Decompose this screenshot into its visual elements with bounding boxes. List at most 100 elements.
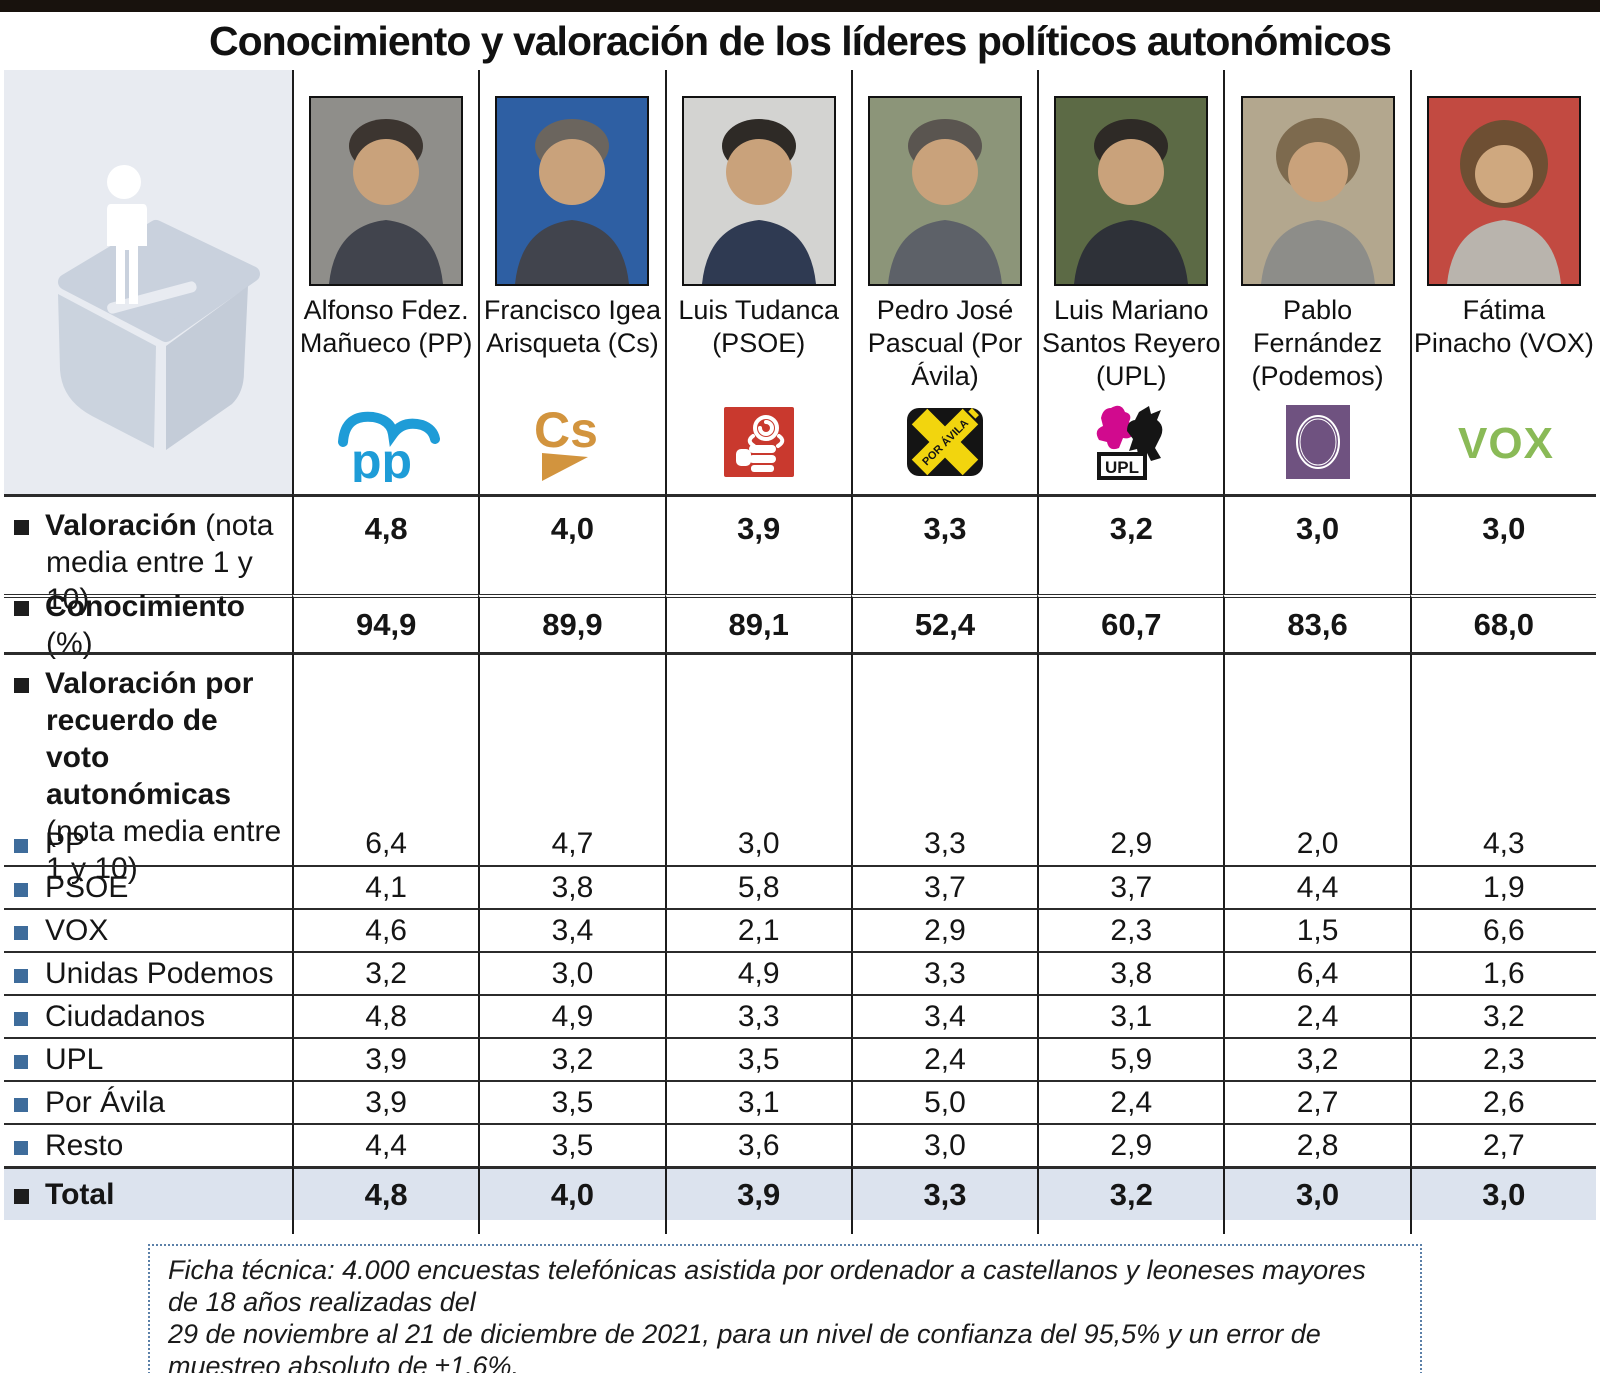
por-avila-row-value: 3,5 xyxy=(478,1080,665,1123)
resto-row-value: 2,7 xyxy=(1409,1123,1596,1166)
valoracion-value: 3,0 xyxy=(1409,494,1596,594)
resto-row-value: 3,0 xyxy=(850,1123,1038,1166)
cs-logo-icon: Cs xyxy=(526,400,618,484)
vox-row-value: 3,4 xyxy=(478,908,665,951)
leader-name: Pedro José Pascual (Por Ávila) xyxy=(867,295,1023,391)
unidas-podemos-row-value: 3,2 xyxy=(292,951,479,994)
resto-row-value: 4,4 xyxy=(292,1123,479,1166)
stub-cell xyxy=(1223,1220,1409,1234)
por-avila-row-value: 5,0 xyxy=(850,1080,1038,1123)
vox-row-value: 2,1 xyxy=(664,908,851,951)
upl-logo-icon: UPL xyxy=(1081,400,1181,484)
leader-photo xyxy=(1426,96,1581,286)
row-label-upl: UPL xyxy=(4,1037,292,1080)
vox-row-value: 4,6 xyxy=(292,908,479,951)
pp-row-value: 2,0 xyxy=(1223,822,1409,865)
vox-row-value: 6,6 xyxy=(1409,908,1596,951)
valoracion-value: 3,2 xyxy=(1037,494,1224,594)
blue-bullet-icon xyxy=(14,1055,28,1069)
stub-cell xyxy=(850,1220,1037,1234)
row-label-conocimiento: Conocimiento (%) xyxy=(4,590,292,660)
por-avila-row-value: 2,4 xyxy=(1037,1080,1224,1123)
leader-column-santos: Luis Mariano Santos Reyero (UPL) UPL xyxy=(1037,70,1223,494)
row-label-valoracion: Valoración (nota media entre 1 y 10) xyxy=(4,494,292,616)
psoe-row-value: 5,8 xyxy=(664,865,851,908)
conocimiento-value: 83,6 xyxy=(1223,594,1410,652)
unidas-podemos-row-value: 4,9 xyxy=(664,951,851,994)
ciudadanos-row-value: 3,2 xyxy=(1409,994,1596,1037)
stub-cell xyxy=(292,1220,478,1234)
empty-cell xyxy=(850,652,1038,822)
row-label-psoe: PSOE xyxy=(4,865,292,908)
poravila-logo-icon: POR ÁVILA xyxy=(905,400,985,484)
black-bullet-icon xyxy=(14,678,29,693)
conocimiento-value: 94,9 xyxy=(292,594,479,652)
resto-row-value: 3,6 xyxy=(664,1123,851,1166)
ficha-line-1: Ficha técnica: 4.000 encuestas telefónic… xyxy=(168,1255,1366,1317)
pp-logo-icon: pp xyxy=(327,400,445,484)
leader-column-tudanca: Luis Tudanca (PSOE) xyxy=(664,70,851,494)
empty-cell xyxy=(1409,652,1596,822)
ciudadanos-row-value: 4,9 xyxy=(478,994,665,1037)
unidas-podemos-row-value: 1,6 xyxy=(1409,951,1596,994)
unidas-podemos-row-value: 3,0 xyxy=(478,951,665,994)
conocimiento-value: 89,1 xyxy=(664,594,851,652)
leader-photo xyxy=(867,96,1022,286)
valoracion-value: 3,3 xyxy=(850,494,1038,594)
ciudadanos-row-value: 2,4 xyxy=(1223,994,1410,1037)
total-row-value: 3,0 xyxy=(1409,1166,1596,1220)
ciudadanos-row-value: 4,8 xyxy=(292,994,479,1037)
row-label-vox: VOX xyxy=(4,908,292,951)
leader-name: Fátima Pinacho (VOX) xyxy=(1413,295,1594,358)
leader-photo xyxy=(309,96,464,286)
pp-row-value: 6,4 xyxy=(292,822,478,865)
por-avila-row-value: 2,7 xyxy=(1223,1080,1410,1123)
leader-name: Alfonso Fdez. Mañueco (PP) xyxy=(299,295,473,358)
unidas-podemos-row-value: 3,8 xyxy=(1037,951,1224,994)
blue-bullet-icon xyxy=(14,969,28,983)
ballot-box-cell xyxy=(4,70,292,494)
vox-row-value: 1,5 xyxy=(1223,908,1410,951)
black-bullet-icon xyxy=(14,601,29,616)
row-label-ciudadanos: Ciudadanos xyxy=(4,994,292,1037)
psoe-row-value: 3,7 xyxy=(1037,865,1224,908)
ficha-line-2: 29 de noviembre al 21 de diciembre de 20… xyxy=(168,1319,1321,1373)
leaders-table: Alfonso Fdez. Mañueco (PP) pp Francisco … xyxy=(4,70,1596,1234)
total-row-value: 3,3 xyxy=(850,1166,1038,1220)
psoe-row-value: 3,7 xyxy=(850,865,1038,908)
top-black-bar xyxy=(0,0,1600,12)
leader-column-fernandez: Pablo Fernández (Podemos) xyxy=(1223,70,1409,494)
svg-text:VOX: VOX xyxy=(1458,419,1554,468)
vox-row-value: 2,9 xyxy=(850,908,1038,951)
empty-cell xyxy=(1223,652,1410,822)
resto-row-value: 2,9 xyxy=(1037,1123,1224,1166)
black-bullet-icon xyxy=(14,520,29,535)
empty-cell xyxy=(292,652,479,822)
svg-text:UPL: UPL xyxy=(1105,458,1139,477)
svg-text:Cs: Cs xyxy=(534,402,598,458)
stub-cell xyxy=(664,1220,851,1234)
upl-row-value: 3,2 xyxy=(1223,1037,1410,1080)
blue-bullet-icon xyxy=(14,883,28,897)
blue-bullet-icon xyxy=(14,1098,28,1112)
upl-row-value: 5,9 xyxy=(1037,1037,1224,1080)
ballot-box-icon xyxy=(58,165,260,450)
empty-cell xyxy=(478,652,665,822)
por-avila-row-value: 2,6 xyxy=(1409,1080,1596,1123)
total-row-value: 4,8 xyxy=(292,1166,479,1220)
resto-row-value: 2,8 xyxy=(1223,1123,1410,1166)
valoracion-value: 3,9 xyxy=(664,494,851,594)
conocimiento-value: 89,9 xyxy=(478,594,665,652)
total-row-value: 3,2 xyxy=(1037,1166,1224,1220)
resto-row-value: 3,5 xyxy=(478,1123,665,1166)
leader-column-pinacho: Fátima Pinacho (VOX) VOX xyxy=(1409,70,1596,494)
pp-row-value: 4,7 xyxy=(478,822,664,865)
empty-cell xyxy=(664,652,851,822)
psoe-row-value: 4,4 xyxy=(1223,865,1410,908)
vox-logo-icon: VOX xyxy=(1444,400,1564,484)
pp-row-value: 3,0 xyxy=(664,822,851,865)
ciudadanos-row-value: 3,3 xyxy=(664,994,851,1037)
podemos-logo-icon xyxy=(1285,400,1350,484)
unidas-podemos-row-value: 6,4 xyxy=(1223,951,1410,994)
leader-photo xyxy=(681,96,836,286)
